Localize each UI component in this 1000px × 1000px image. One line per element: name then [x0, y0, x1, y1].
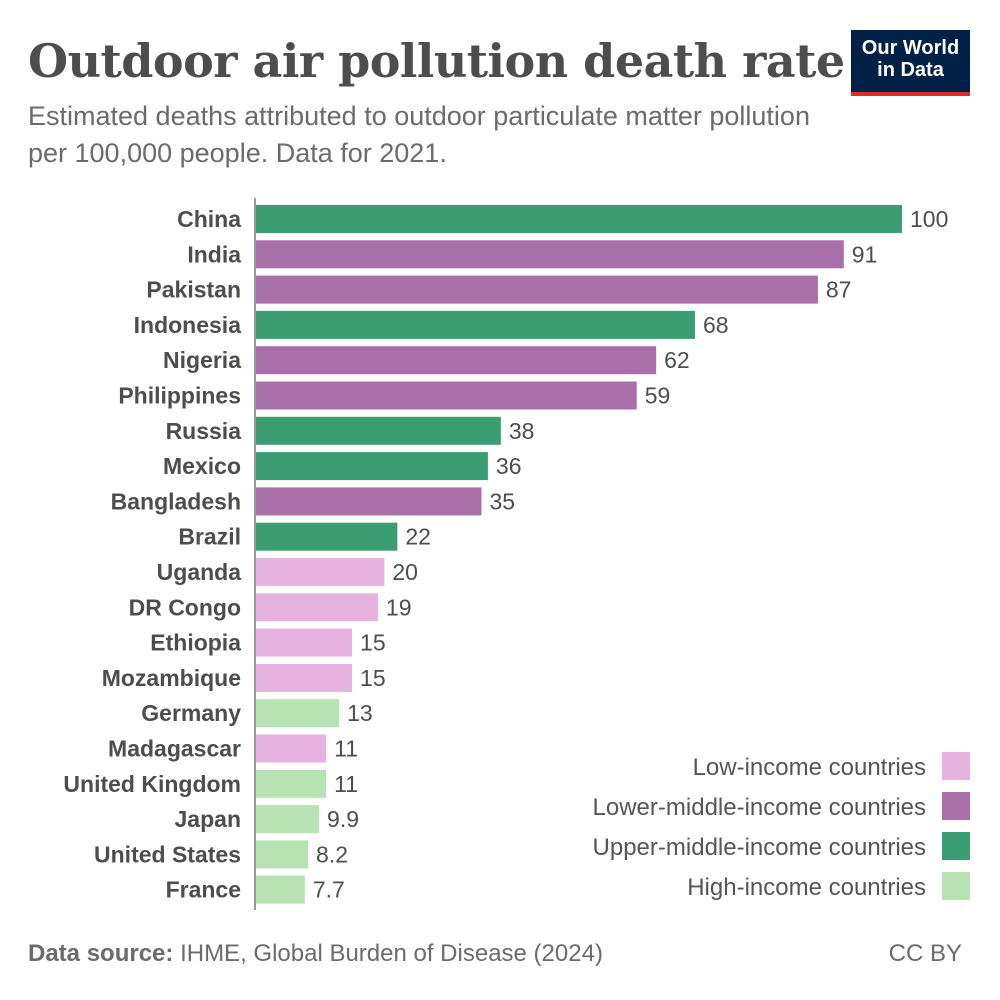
legend-label-upper-middle[interactable]: Upper-middle-income countries [593, 834, 926, 861]
value-label: 87 [826, 277, 852, 303]
category-label: Uganda [157, 559, 242, 585]
category-label: Russia [166, 418, 242, 444]
license-label: CC BY [888, 940, 962, 967]
category-label: China [177, 206, 241, 232]
legend-swatch-low [942, 752, 970, 780]
category-label: Mexico [163, 453, 241, 479]
logo-line-1: Our World [861, 37, 960, 59]
bar-chart: China 100 India 91 Pakistan 87 Indonesia 68 Nige… [63, 198, 970, 910]
bar-dr-congo[interactable] [255, 593, 378, 622]
legend-label-lower-middle[interactable]: Lower-middle-income countries [593, 794, 926, 821]
value-label: 13 [347, 700, 373, 726]
bar-mexico[interactable] [255, 452, 488, 481]
legend-label-high[interactable]: High-income countries [687, 874, 926, 901]
value-label: 15 [360, 665, 386, 691]
bar-france[interactable] [255, 875, 305, 904]
bar-united-states[interactable] [255, 840, 309, 869]
value-label: 7.7 [313, 877, 345, 903]
chart-title: Outdoor air pollution death rate [28, 34, 845, 88]
bar-nigeria[interactable] [255, 346, 657, 375]
bar-russia[interactable] [255, 416, 501, 445]
bar-madagascar[interactable] [255, 734, 327, 763]
value-label: 38 [509, 418, 535, 444]
category-label: India [187, 241, 241, 267]
category-label: Germany [141, 700, 241, 726]
category-label: United Kingdom [63, 771, 241, 797]
value-label: 68 [703, 312, 729, 338]
bar-indonesia[interactable] [255, 310, 695, 339]
bar-philippines[interactable] [255, 381, 637, 410]
category-label: France [166, 877, 241, 903]
category-label: Bangladesh [111, 488, 241, 514]
bar-mozambique[interactable] [255, 663, 353, 692]
bar-uganda[interactable] [255, 558, 385, 586]
category-label: Mozambique [102, 665, 241, 691]
value-label: 59 [645, 383, 671, 409]
category-label: Indonesia [134, 312, 242, 338]
bar-japan[interactable] [255, 805, 320, 834]
logo-line-2: in Data [877, 59, 944, 81]
value-label: 35 [489, 488, 515, 514]
legend-label-low[interactable]: Low-income countries [693, 754, 926, 781]
value-label: 22 [405, 524, 431, 550]
bar-bangladesh[interactable] [255, 487, 482, 516]
value-label: 100 [910, 206, 948, 232]
bar-ethiopia[interactable] [255, 628, 353, 657]
value-label: 36 [496, 453, 522, 479]
legend-swatch-upper-middle [942, 832, 970, 860]
owid-logo[interactable]: Our World in Data [851, 30, 970, 96]
value-label: 8.2 [316, 841, 348, 867]
category-label: Ethiopia [150, 630, 241, 656]
legend-swatch-lower-middle [942, 792, 970, 820]
category-label: Philippines [118, 383, 241, 409]
category-label: Madagascar [108, 736, 241, 762]
value-label: 19 [386, 594, 412, 620]
data-source-text: IHME, Global Burden of Disease (2024) [180, 940, 603, 967]
bar-china[interactable] [255, 205, 902, 233]
data-source: Data source: IHME, Global Burden of Dise… [28, 940, 603, 968]
category-label: United States [94, 841, 241, 867]
category-label: Pakistan [146, 277, 241, 303]
value-label: 91 [852, 241, 878, 267]
legend-swatch-high [942, 872, 970, 900]
chart-subtitle: Estimated deaths attributed to outdoor p… [28, 101, 810, 168]
data-source-label: Data source: [28, 940, 174, 967]
value-label: 9.9 [327, 806, 359, 832]
value-label: 15 [360, 630, 386, 656]
value-label: 20 [392, 559, 418, 585]
value-label: 11 [334, 736, 358, 762]
bar-united-kingdom[interactable] [255, 769, 327, 798]
category-label: Brazil [178, 524, 241, 550]
category-label: Nigeria [163, 347, 241, 373]
category-label: DR Congo [129, 594, 241, 620]
bar-pakistan[interactable] [255, 275, 818, 304]
bar-brazil[interactable] [255, 522, 398, 551]
value-label: 11 [334, 771, 358, 797]
bar-india[interactable] [255, 240, 844, 269]
category-label: Japan [175, 806, 241, 832]
bar-germany[interactable] [255, 699, 340, 728]
value-label: 62 [664, 347, 690, 373]
